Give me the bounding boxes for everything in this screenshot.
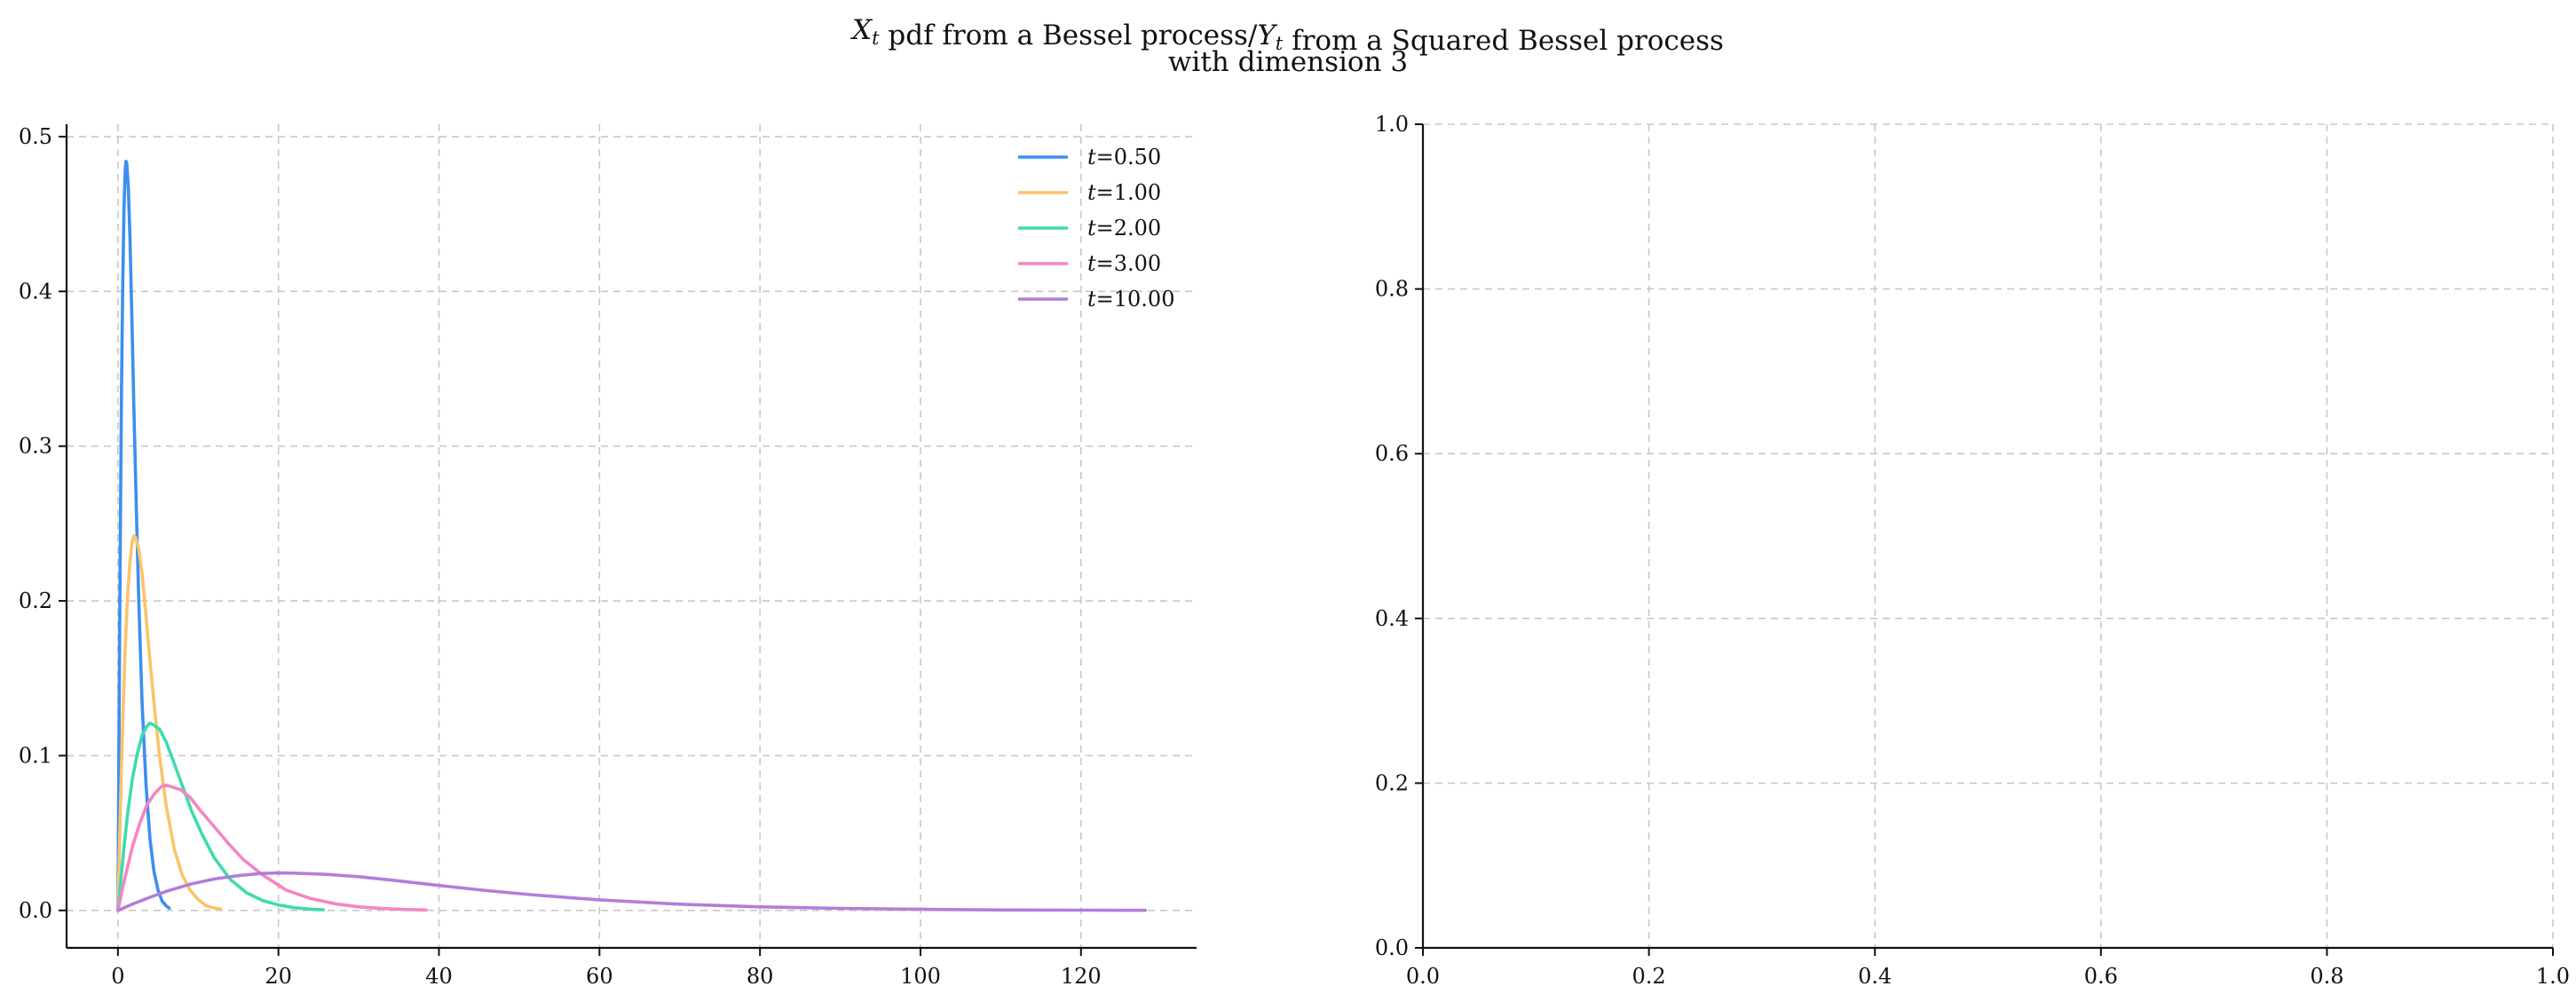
series-line-t10-00: [116, 871, 1147, 912]
x-tick-label: 0.4: [1858, 964, 1892, 989]
legend-label: t=3.00: [1087, 251, 1161, 276]
title-line-2: with dimension 3: [1168, 46, 1408, 78]
series-line-t2-00: [116, 721, 326, 912]
x-tick-label: 40: [425, 964, 453, 989]
legend-label: t=1.00: [1087, 180, 1161, 205]
legend-item: t=1.00: [1018, 180, 1161, 205]
y-tick-label: 0.5: [19, 124, 52, 149]
legend-item: t=3.00: [1018, 251, 1161, 276]
x-tick-label: 60: [586, 964, 613, 989]
y-tick-label: 1.0: [1375, 112, 1409, 137]
x-tick-label: 0: [111, 964, 124, 989]
series-line-t1-00: [116, 533, 223, 912]
legend-item: t=10.00: [1018, 287, 1174, 312]
legend: t=0.50 t=1.00 t=2.00 t=3.00 t=10.00: [1018, 145, 1174, 312]
x-tick-label: 0.6: [2084, 964, 2118, 989]
x-tick-label: 0.0: [1406, 964, 1440, 989]
x-tick-label: 0.2: [1632, 964, 1666, 989]
y-tick-label: 0.2: [19, 588, 52, 613]
legend-item: t=0.50: [1018, 145, 1161, 170]
x-tick-label: 20: [265, 964, 292, 989]
left-plot-panel: 0 20 40 60 80 100 1200.00.10.20.30.40.5t=0.50t…: [19, 124, 1197, 989]
right-plot-panel: 0.0 0.2 0.4 0.6 0.8 1.0 0.0 0.2 0.4 0.6 0.8 1.0: [1375, 112, 2570, 989]
figure-title: Xt pdf from a Bessel process/Yt from a S…: [850, 14, 1724, 78]
series-line-t0-50: [116, 160, 171, 912]
legend-label: t=2.00: [1087, 216, 1161, 241]
legend-label: t=0.50: [1087, 145, 1161, 170]
x-tick-label: 120: [1061, 964, 1102, 989]
y-tick-label: 0.8: [1375, 277, 1409, 302]
y-tick-label: 0.3: [19, 434, 52, 459]
x-tick-label: 1.0: [2536, 964, 2570, 989]
legend-item: t=2.00: [1018, 216, 1161, 241]
y-tick-label: 0.0: [1375, 935, 1409, 960]
y-tick-label: 0.0: [19, 898, 52, 923]
x-tick-label: 100: [900, 964, 941, 989]
x-tick-label: 80: [747, 964, 774, 989]
series-line-t3-00: [116, 783, 428, 912]
x-tick-label: 0.8: [2310, 964, 2343, 989]
y-tick-label: 0.4: [1375, 606, 1409, 631]
y-tick-label: 0.4: [19, 279, 52, 304]
y-tick-label: 0.6: [1375, 441, 1409, 466]
title-line-1: Xt pdf from a Bessel process/Yt from a S…: [850, 14, 1724, 57]
y-tick-label: 0.1: [19, 743, 52, 768]
legend-label: t=10.00: [1087, 287, 1174, 312]
y-tick-label: 0.2: [1375, 770, 1409, 795]
